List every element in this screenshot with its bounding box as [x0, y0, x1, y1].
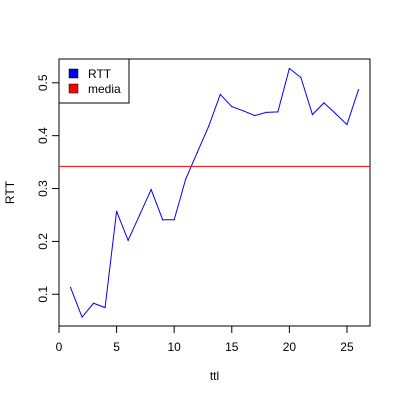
rtt-data-point [357, 89, 360, 91]
rtt-data-point [139, 214, 141, 216]
x-tick-label: 15 [225, 340, 239, 354]
y-tick-label: 0.2 [36, 233, 50, 250]
legend-swatch-media [68, 83, 79, 94]
rtt-data-point [92, 302, 95, 304]
rtt-data-point [300, 76, 302, 79]
rtt-data-point [173, 219, 175, 221]
rtt-data-point [254, 114, 256, 117]
rtt-data-point [127, 239, 129, 241]
legend-label-media: media [88, 82, 121, 96]
rtt-data-point [208, 125, 210, 127]
x-tick-label: 10 [168, 340, 182, 354]
rtt-data-point [334, 112, 337, 115]
rtt-data-point [69, 286, 72, 289]
x-tick-label: 0 [56, 340, 63, 354]
x-axis-title: ttl [210, 369, 219, 383]
x-tick-label: 20 [283, 340, 297, 354]
rtt-data-point [265, 111, 267, 113]
rtt-data-point [346, 123, 348, 126]
rtt-data-point [150, 188, 152, 191]
rtt-data-point [311, 113, 314, 116]
y-tick-label: 0.4 [36, 127, 50, 144]
rtt-data-point [231, 105, 233, 108]
y-axis-title: RTT [3, 180, 17, 204]
rtt-data-point [81, 316, 83, 318]
legend: RTT media [58, 58, 130, 104]
rtt-data-point [196, 151, 198, 154]
rtt-data-point [104, 306, 106, 309]
rtt-series-line [70, 67, 359, 318]
rtt-data-point [288, 67, 290, 70]
x-tick-label: 5 [113, 340, 120, 354]
y-tick-label: 0.1 [36, 286, 50, 303]
y-tick-label: 0.5 [36, 74, 50, 91]
rtt-data-point [115, 210, 118, 212]
rtt-data-point [323, 102, 325, 104]
y-axis: 0.1 0.2 0.3 0.4 0.5 [36, 74, 60, 303]
y-tick-label: 0.3 [36, 180, 50, 197]
rtt-data-point [219, 93, 221, 96]
rtt-data-point [242, 110, 244, 112]
rtt-data-point [162, 219, 164, 221]
rtt-data-point [185, 178, 187, 180]
rtt-data-point [277, 111, 279, 113]
legend-label-rtt: RTT [88, 67, 112, 81]
x-tick-label: 25 [340, 340, 354, 354]
legend-swatch-rtt [68, 68, 79, 79]
legend-box [58, 58, 130, 104]
plot-area [59, 67, 370, 318]
x-axis: 0 5 10 15 20 25 [56, 325, 354, 354]
